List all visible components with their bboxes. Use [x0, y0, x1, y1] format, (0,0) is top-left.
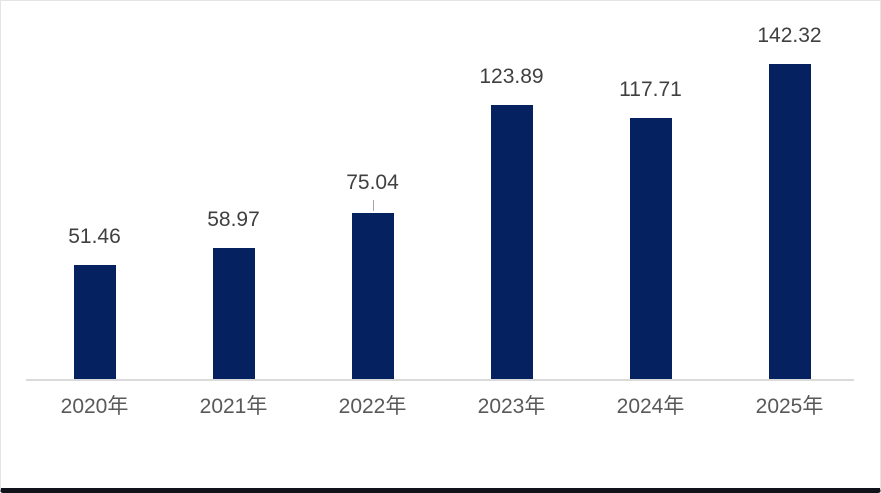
x-axis-tick-label: 2024年 [616, 395, 685, 418]
x-axis-tick-label: 2021年 [199, 395, 268, 418]
data-label: 142.32 [757, 24, 822, 47]
bar[interactable] [212, 248, 255, 379]
data-label: 123.89 [479, 65, 544, 88]
bar[interactable] [351, 213, 394, 379]
data-label: 58.97 [207, 208, 260, 231]
x-axis-tick-label: 2022年 [338, 395, 407, 418]
x-axis-tick-label: 2023年 [477, 395, 546, 418]
bar[interactable] [768, 64, 811, 379]
bar[interactable] [629, 118, 672, 379]
bar[interactable] [73, 265, 116, 379]
data-label: 117.71 [619, 78, 682, 101]
data-label: 75.04 [346, 171, 399, 194]
x-axis-line [26, 379, 854, 381]
x-axis-tick-label: 2025年 [755, 395, 824, 418]
x-axis-tick-label: 2020年 [60, 395, 129, 418]
data-label-leader-line [372, 200, 374, 211]
data-label: 51.46 [68, 225, 121, 248]
bar[interactable] [490, 105, 533, 379]
